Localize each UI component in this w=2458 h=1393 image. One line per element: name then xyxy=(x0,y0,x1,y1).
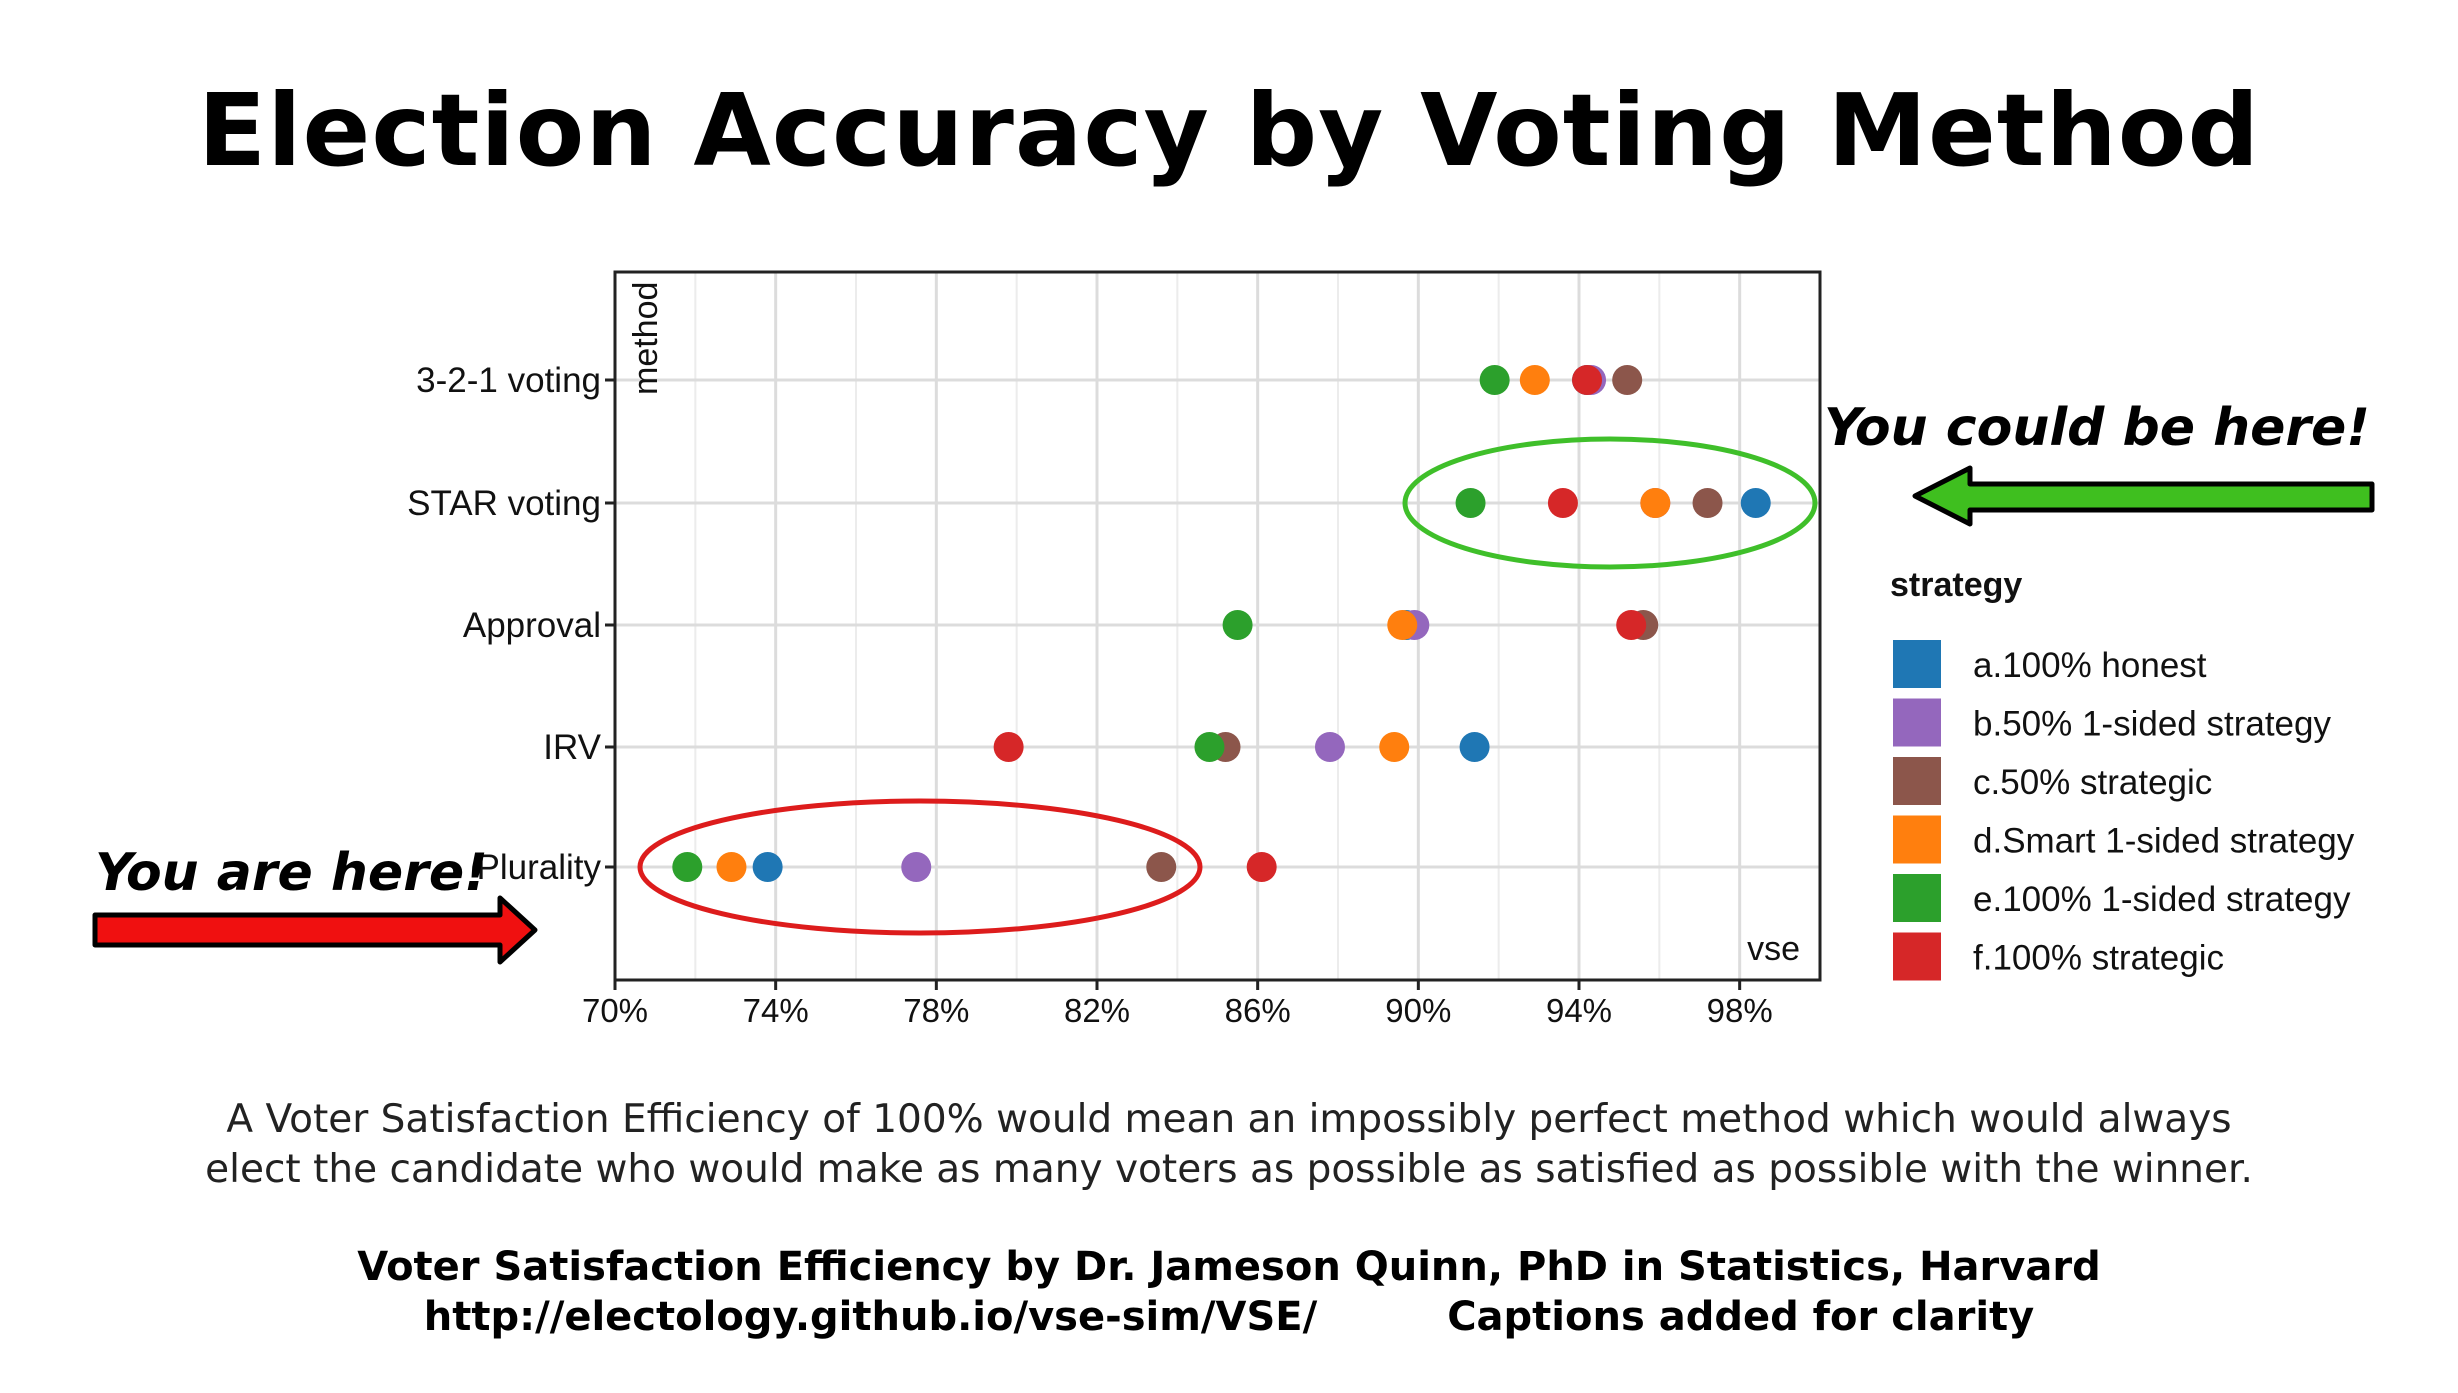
data-point xyxy=(1459,732,1490,762)
data-point xyxy=(672,852,703,882)
legend: strategy a.100% honest b.50% 1-sided stra… xyxy=(1890,566,2355,981)
data-point xyxy=(1222,610,1253,640)
y-tick-label: STAR voting xyxy=(407,484,601,523)
data-point xyxy=(1379,732,1410,762)
data-point xyxy=(1572,365,1603,395)
bad-callout: You are here! xyxy=(92,843,538,965)
plurality-highlight-ellipse xyxy=(637,798,1203,936)
x-tick-label: 90% xyxy=(1385,992,1451,1029)
data-point xyxy=(1692,488,1723,518)
legend-title: strategy xyxy=(1890,566,2022,604)
y-tick-label: 3-2-1 voting xyxy=(416,361,601,400)
data-point xyxy=(1479,365,1510,395)
caption-line-1: A Voter Satisfaction Efficiency of 100% … xyxy=(226,1097,2232,1142)
data-point xyxy=(1194,732,1225,762)
data-point xyxy=(993,732,1024,762)
y-axis-title: method xyxy=(627,282,665,395)
green-arrow-icon xyxy=(1912,465,2375,527)
page-title: Election Accuracy by Voting Method xyxy=(197,72,2261,189)
data-point xyxy=(1612,365,1643,395)
legend-label: d.Smart 1-sided strategy xyxy=(1973,822,2355,861)
x-tick-label: 86% xyxy=(1225,992,1291,1029)
data-points xyxy=(672,365,1771,882)
data-point xyxy=(1740,488,1771,518)
data-point xyxy=(1547,488,1578,518)
source-url-link[interactable]: http://electology.github.io/vse-sim/VSE/ xyxy=(423,1294,1318,1340)
data-point xyxy=(1519,365,1550,395)
red-arrow-icon xyxy=(92,895,538,965)
credit-source-line: http://electology.github.io/vse-sim/VSE/… xyxy=(0,1292,2458,1342)
plot-border xyxy=(613,270,1822,982)
y-tick-label: IRV xyxy=(543,728,601,767)
legend-swatch xyxy=(1893,815,1941,864)
star-voting-highlight-ellipse xyxy=(1402,436,1818,570)
data-point xyxy=(1146,852,1177,882)
x-tick-label: 70% xyxy=(582,992,648,1029)
credit-line: Voter Satisfaction Efficiency by Dr. Jam… xyxy=(357,1244,2101,1290)
legend-swatch xyxy=(1893,874,1941,922)
data-point xyxy=(1640,488,1671,518)
x-axis-ticks: 70% 74% 78% 82% 86% 90% 94% 98% xyxy=(582,980,1773,1029)
legend-swatch xyxy=(1893,757,1941,805)
legend-label: f.100% strategic xyxy=(1973,939,2224,978)
y-tick-label: Approval xyxy=(463,606,601,645)
vse-chart: 3-2-1 voting STAR voting Approval IRV Plural… xyxy=(92,270,2375,1029)
x-axis-title: vse xyxy=(1747,930,1800,968)
data-point xyxy=(1314,732,1345,762)
legend-swatch xyxy=(1893,932,1941,981)
x-tick-label: 78% xyxy=(903,992,969,1029)
caption-line-2: elect the candidate who would make as ma… xyxy=(205,1147,2253,1192)
good-callout: You could be here! xyxy=(1824,398,2375,527)
x-tick-label: 74% xyxy=(743,992,809,1029)
legend-swatch xyxy=(1893,640,1941,688)
legend-swatch xyxy=(1893,698,1941,747)
data-point xyxy=(1455,488,1486,518)
data-point xyxy=(716,852,747,882)
legend-label: e.100% 1-sided strategy xyxy=(1973,880,2351,919)
y-tick-label: Plurality xyxy=(477,848,602,887)
data-point xyxy=(1387,610,1418,640)
x-tick-label: 98% xyxy=(1707,992,1773,1029)
captions-note: Captions added for clarity xyxy=(1447,1294,2035,1340)
y-axis-ticks: 3-2-1 voting STAR voting Approval IRV Plural… xyxy=(407,361,615,887)
legend-label: c.50% strategic xyxy=(1973,763,2212,802)
legend-label: a.100% honest xyxy=(1973,646,2207,685)
data-point xyxy=(1616,610,1647,640)
legend-label: b.50% 1-sided strategy xyxy=(1973,705,2331,744)
x-tick-label: 94% xyxy=(1546,992,1612,1029)
you-could-be-here-label: You could be here! xyxy=(1824,398,2370,458)
you-are-here-label: You are here! xyxy=(95,843,488,903)
data-point xyxy=(901,852,932,882)
x-tick-label: 82% xyxy=(1064,992,1130,1029)
data-point xyxy=(752,852,783,882)
data-point xyxy=(1246,852,1277,882)
